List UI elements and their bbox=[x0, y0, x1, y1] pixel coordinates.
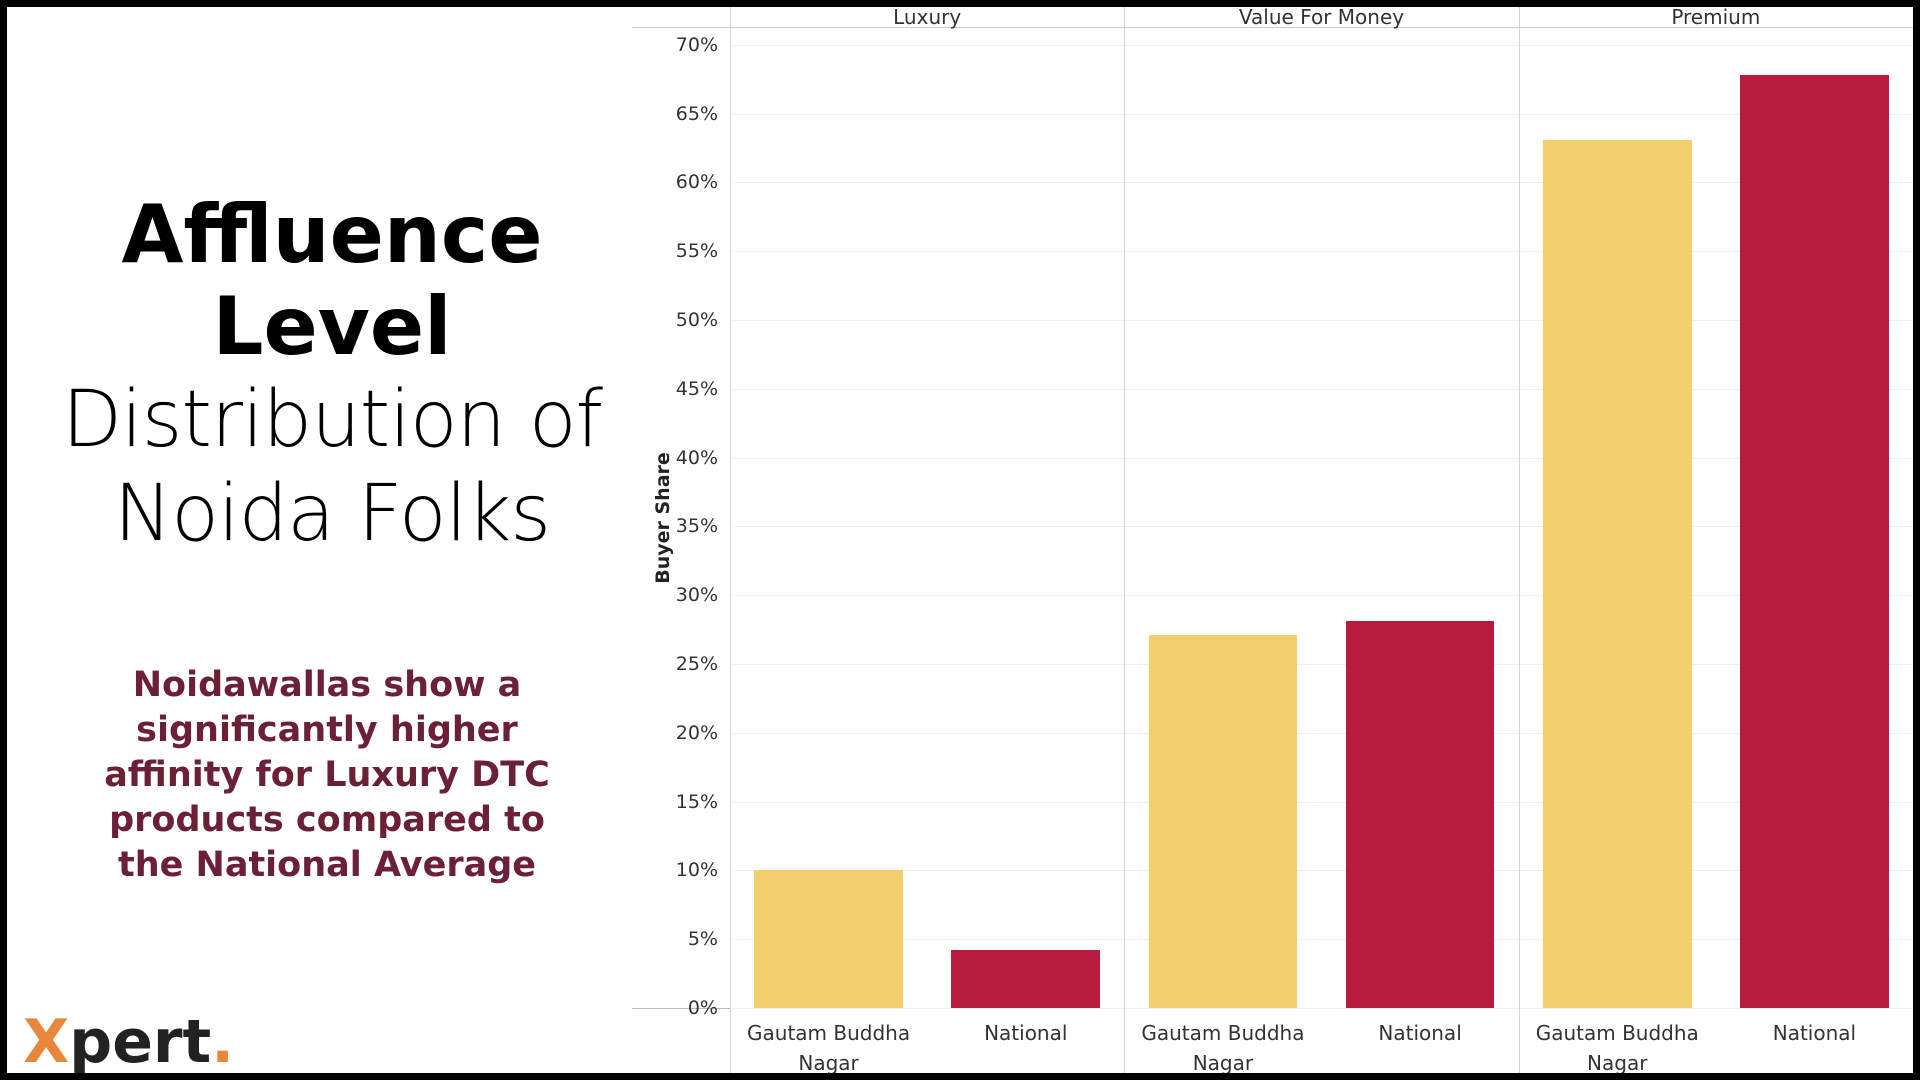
bar bbox=[951, 950, 1101, 1008]
grid-line bbox=[730, 732, 1913, 734]
grid-line bbox=[730, 801, 1913, 803]
y-tick-label: 10% bbox=[675, 859, 718, 882]
bar bbox=[1345, 621, 1495, 1008]
y-tick-label: 0% bbox=[687, 997, 718, 1019]
facet-label: Value For Money bbox=[1238, 5, 1405, 29]
note: Noidawallas show a significantly higher … bbox=[104, 665, 550, 885]
y-tick-label: 60% bbox=[675, 171, 718, 194]
title-line: Noida Folks bbox=[113, 469, 551, 559]
facet-label: Premium bbox=[1671, 5, 1761, 29]
y-tick-label: 5% bbox=[687, 928, 718, 951]
grid-line bbox=[730, 1008, 1913, 1009]
title-line: Affluence bbox=[121, 188, 543, 281]
y-tick-label: 20% bbox=[675, 721, 718, 744]
x-tick-label: National bbox=[1378, 1021, 1462, 1045]
grid-line bbox=[730, 595, 1913, 597]
bar bbox=[1148, 635, 1298, 1008]
logo: Xpert. bbox=[23, 1012, 234, 1072]
grid-line bbox=[730, 526, 1913, 528]
grid-line bbox=[730, 44, 1913, 46]
logo-dot: . bbox=[211, 1007, 234, 1077]
facet-divider bbox=[1124, 7, 1126, 1073]
x-tick-label: National bbox=[984, 1021, 1068, 1045]
y-tick-label: 35% bbox=[675, 515, 718, 538]
y-tick-label: 25% bbox=[675, 653, 718, 676]
x-tick-label: Gautam Buddha Nagar bbox=[1535, 1021, 1699, 1075]
grid-line bbox=[730, 388, 1913, 390]
y-tick-label: 50% bbox=[675, 309, 718, 332]
facet-divider bbox=[730, 7, 731, 1073]
grid-line bbox=[730, 664, 1913, 666]
title-line: Distribution of bbox=[61, 375, 603, 465]
y-tick-label: 30% bbox=[675, 584, 718, 607]
grid-line bbox=[730, 182, 1913, 184]
logo-initial: X bbox=[23, 1007, 70, 1077]
facet-label: Luxury bbox=[893, 5, 962, 29]
grid-line bbox=[730, 320, 1913, 322]
bar bbox=[1542, 139, 1692, 1008]
grid-line bbox=[730, 939, 1913, 941]
facet-divider bbox=[1518, 7, 1520, 1073]
y-tick-label: 55% bbox=[675, 240, 718, 263]
grid-line bbox=[730, 251, 1913, 253]
x-tick-label: National bbox=[1772, 1021, 1857, 1045]
grid-line bbox=[730, 457, 1913, 459]
y-tick-label: 15% bbox=[675, 790, 718, 813]
y-tick-label: 45% bbox=[675, 377, 718, 400]
grid-line bbox=[730, 870, 1913, 872]
header-line bbox=[632, 27, 1913, 28]
x-tick-label: Gautam Buddha Nagar bbox=[747, 1021, 911, 1075]
bar bbox=[1740, 75, 1889, 1008]
y-tick-label: 65% bbox=[675, 102, 718, 125]
y-tick-label: 70% bbox=[675, 33, 718, 56]
y-tick-label: 40% bbox=[675, 446, 718, 469]
grid-line bbox=[730, 113, 1913, 115]
bar bbox=[754, 870, 903, 1008]
logo-rest: pert bbox=[69, 1007, 212, 1077]
chart: 0% 5% 10% 15% 20% 25% 30% 35% 40% 45% 50% 55% 60% 65%… bbox=[7, 7, 1913, 1073]
x-tick-label: Gautam Buddha Nagar bbox=[1141, 1021, 1305, 1075]
y-axis-label: Buyer Share bbox=[652, 451, 674, 584]
title-line: Level bbox=[212, 280, 452, 373]
